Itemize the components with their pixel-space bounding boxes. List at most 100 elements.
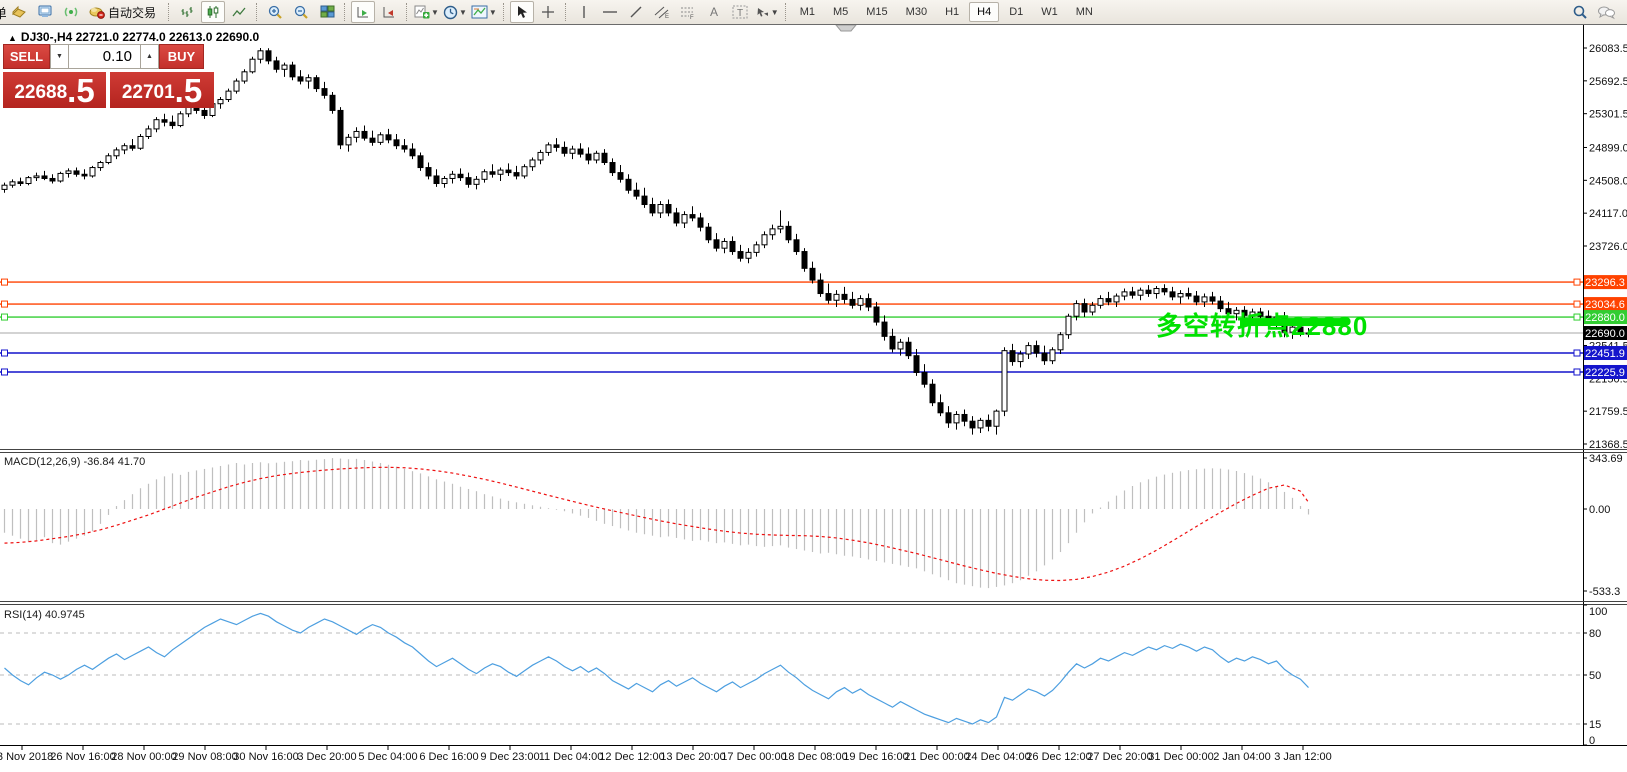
templates-button[interactable]: ▼ (470, 1, 498, 23)
toolbar-separator (502, 3, 505, 21)
sell-price[interactable]: 22688.5 (3, 72, 106, 108)
trendline-icon (629, 5, 643, 19)
svg-text:5 Dec 04:00: 5 Dec 04:00 (358, 751, 417, 763)
signals-button[interactable] (59, 1, 83, 23)
buy-price[interactable]: 22701.5 (110, 72, 214, 108)
crosshair-button[interactable] (536, 1, 560, 23)
volume-decrease-button[interactable]: ▼ (50, 44, 69, 69)
horizontal-line-objects[interactable] (0, 278, 1583, 376)
svg-text:21368.5: 21368.5 (1589, 439, 1627, 451)
autotrade-button[interactable]: 自动交易 (85, 1, 163, 23)
channel-tool-button[interactable]: E (650, 1, 674, 23)
line-handle (1, 368, 8, 376)
svg-text:F: F (690, 15, 694, 19)
svg-text:22880.0: 22880.0 (1585, 312, 1625, 324)
svg-text:80: 80 (1589, 628, 1601, 640)
sell-price-int: 22688 (14, 82, 68, 103)
price-axis[interactable]: 26083.5 25692.5 25301.5 24899.0 24508.0 24117… (1583, 43, 1627, 451)
svg-text:24117.0: 24117.0 (1589, 208, 1627, 220)
bar-chart-button[interactable] (175, 1, 199, 23)
vertical-line-tool-button[interactable] (572, 1, 596, 23)
search-icon (1572, 5, 1588, 20)
line-handle (1573, 349, 1581, 357)
candlestick-chart-button[interactable] (201, 1, 226, 23)
text-label-tool-button[interactable]: T (728, 1, 752, 23)
text-tool-button[interactable]: A (702, 1, 726, 23)
sell-button[interactable]: SELL (3, 44, 50, 69)
macd-pane: 343.69 0.00 -533.3 (3, 453, 1623, 598)
svg-text:2 Jan 04:00: 2 Jan 04:00 (1213, 751, 1271, 763)
svg-text:26 Dec 12:00: 26 Dec 12:00 (1026, 751, 1091, 763)
search-button[interactable] (1568, 1, 1592, 23)
timeframe-button-h1[interactable]: H1 (945, 6, 960, 18)
timeframe-button-w1[interactable]: W1 (1041, 6, 1058, 18)
svg-text:22451.9: 22451.9 (1585, 348, 1625, 360)
svg-text:26 Nov 16:00: 26 Nov 16:00 (50, 751, 115, 763)
fibonacci-tool-button[interactable]: F (676, 1, 700, 23)
chart-shift-icon (382, 5, 396, 19)
line-handle (1, 278, 8, 286)
trendline-tool-button[interactable] (624, 1, 648, 23)
volume-increase-button[interactable]: ▲ (140, 44, 159, 69)
svg-text:31 Dec 00:00: 31 Dec 00:00 (1148, 751, 1213, 763)
auto-scroll-button[interactable] (351, 1, 376, 23)
svg-text:11 Dec 04:00: 11 Dec 04:00 (539, 751, 604, 763)
terminal-button[interactable] (33, 1, 57, 23)
zoom-out-button[interactable] (289, 1, 313, 23)
volume-input[interactable]: 0.10 (69, 44, 140, 69)
horizontal-line-tool-button[interactable] (598, 1, 622, 23)
chat-bubbles-icon (1597, 5, 1615, 20)
trend-highlight-bar[interactable] (1240, 318, 1347, 327)
svg-text:22225.9: 22225.9 (1585, 367, 1625, 379)
timeframe-button-h4[interactable]: H4 (969, 2, 1000, 22)
chat-button[interactable] (1594, 1, 1618, 23)
timeframe-button-m1[interactable]: M1 (799, 6, 815, 18)
fibonacci-icon: F (680, 5, 696, 19)
chart-frame (0, 24, 1627, 746)
pane-splitter-handle (834, 24, 858, 32)
chart-shift-button[interactable] (377, 1, 401, 23)
rsi-line (4, 612, 1309, 725)
svg-text:T: T (737, 8, 743, 19)
zoom-in-button[interactable] (263, 1, 287, 23)
svg-text:E: E (665, 14, 669, 19)
line-chart-button[interactable] (227, 1, 251, 23)
svg-text:30 Nov 16:00: 30 Nov 16:00 (233, 751, 298, 763)
indicators-button[interactable]: ▼ (413, 1, 440, 23)
tile-windows-button[interactable] (315, 1, 339, 23)
timeframe-button-m5[interactable]: M5 (832, 6, 849, 18)
svg-text:27 Dec 20:00: 27 Dec 20:00 (1087, 751, 1152, 763)
candles (1, 48, 1312, 435)
buy-button[interactable]: BUY (159, 44, 204, 69)
timeframe-button-mn[interactable]: MN (1075, 6, 1093, 18)
sell-price-frac: .5 (67, 72, 95, 109)
price-badge (1584, 326, 1627, 341)
chevron-down-icon: ▼ (458, 7, 467, 17)
text-icon: A (708, 5, 720, 19)
clock-icon (443, 5, 458, 20)
svg-text:100: 100 (1589, 606, 1607, 618)
svg-text:6 Dec 16:00: 6 Dec 16:00 (419, 751, 478, 763)
toolbar-separator (406, 3, 408, 21)
timeframe-button-d1[interactable]: D1 (1009, 6, 1024, 18)
svg-text:17 Dec 00:00: 17 Dec 00:00 (721, 751, 786, 763)
svg-text:23726.0: 23726.0 (1589, 241, 1627, 253)
history-center-button[interactable] (7, 1, 31, 23)
macd-label: MACD(12,26,9) -36.84 41.70 (4, 456, 146, 468)
arrows-tool-button[interactable]: ▼ (754, 1, 780, 23)
chart-annotation-text[interactable]: 多空转折点22880 (1156, 311, 1369, 341)
new-order-label[interactable]: 单 (0, 3, 6, 22)
timeframe-group: M1 M5 M15 M30 H1 H4 D1 W1 MN (791, 0, 1102, 24)
periods-button[interactable]: ▼ (442, 1, 468, 23)
line-handle (1573, 278, 1581, 286)
rsi-label: RSI(14) 40.9745 (4, 609, 85, 621)
collapse-panel-icon[interactable]: ▲ (8, 33, 17, 43)
timeframe-button-m30[interactable]: M30 (905, 6, 928, 18)
svg-text:21759.5: 21759.5 (1589, 406, 1627, 418)
timeframe-button-m15[interactable]: M15 (866, 6, 888, 18)
svg-text:26083.5: 26083.5 (1589, 43, 1627, 55)
cursor-button[interactable] (509, 1, 534, 23)
svg-text:12 Dec 12:00: 12 Dec 12:00 (599, 751, 664, 763)
